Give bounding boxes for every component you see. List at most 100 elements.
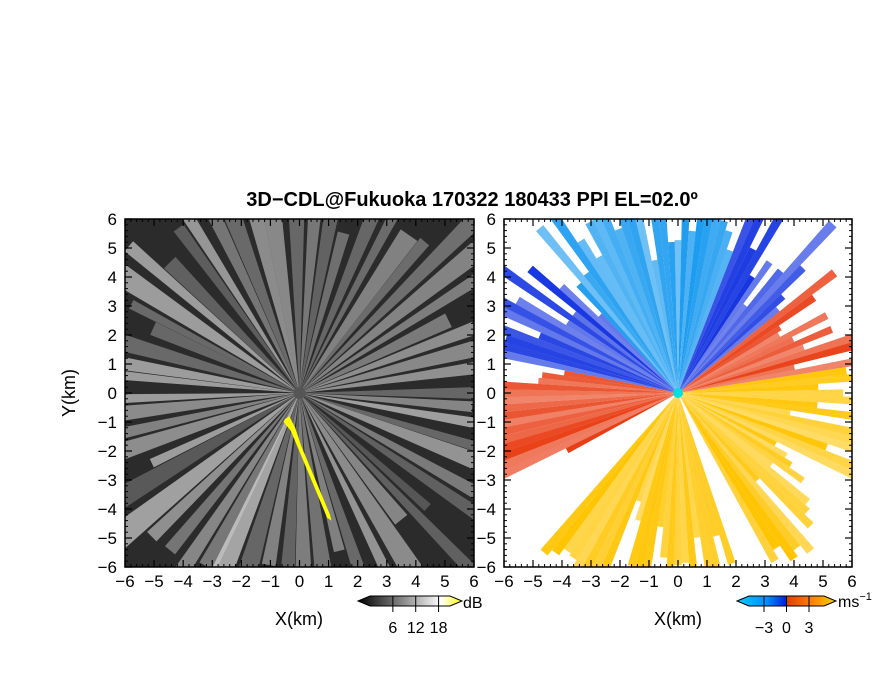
- intensity-beam: [125, 393, 300, 549]
- intensity-beam: [299, 219, 474, 393]
- intensity-beam: [125, 264, 300, 393]
- velocity-beam: [527, 265, 678, 393]
- intensity-beam: [125, 393, 300, 421]
- velocity-beam: [678, 332, 781, 393]
- velocity-ticks: −6 −5 −4 −3 −2 −1 0 1 2 3 4 5 6 −6 −5 −4 −3 −2 −1 0 1 2 3 4 5 6: [477, 210, 857, 591]
- velocity-beam: [565, 393, 678, 454]
- velocity-beam: [559, 283, 678, 393]
- y-tick-label: 0: [108, 384, 117, 403]
- velocity-beam: [659, 393, 678, 558]
- velocity-beam: [678, 336, 795, 393]
- velocity-beam: [678, 230, 696, 393]
- intensity-beam: [299, 240, 474, 393]
- intensity-beam: [125, 393, 300, 508]
- x-tick-label: 6: [469, 572, 478, 591]
- intensity-beam: [164, 393, 300, 555]
- velocity-beam: [651, 259, 678, 393]
- velocity-beam: [678, 274, 755, 393]
- velocity-beam: [678, 393, 760, 482]
- colorbar-tick-label: 0: [782, 620, 791, 637]
- y-tick-label: −5: [98, 529, 117, 548]
- x-tick-label: 1: [324, 572, 333, 591]
- x-tick-label: 2: [731, 572, 740, 591]
- velocity-beam: [678, 393, 801, 551]
- y-tick-label: −3: [477, 471, 496, 490]
- intensity-beam: [299, 393, 390, 567]
- intensity-echo-region: [283, 416, 332, 521]
- intensity-beam: [299, 393, 408, 525]
- velocity-beams: [504, 219, 852, 567]
- velocity-beam: [565, 320, 678, 393]
- velocity-beam: [636, 393, 678, 503]
- intensity-colorbar-bar: [356, 595, 464, 607]
- intensity-x-axis-label: X(km): [275, 609, 323, 629]
- velocity-beam: [504, 307, 678, 393]
- velocity-colorbar-ticks: −3 0 3: [755, 596, 814, 637]
- intensity-beam: [199, 393, 300, 567]
- intensity-strong-echo: [283, 416, 332, 521]
- velocity-beam: [504, 342, 678, 393]
- velocity-beam: [678, 219, 721, 393]
- velocity-beam: [614, 227, 678, 393]
- velocity-beam: [538, 332, 678, 393]
- velocity-beam: [678, 393, 811, 505]
- velocity-beam: [678, 219, 784, 393]
- velocity-beam: [678, 344, 805, 393]
- velocity-beam: [504, 325, 678, 393]
- velocity-beam: [585, 220, 678, 393]
- intensity-beam: [125, 393, 300, 460]
- velocity-beam: [572, 311, 678, 393]
- intensity-beam: [208, 219, 300, 393]
- intensity-beam: [125, 371, 300, 393]
- velocity-beam: [504, 350, 678, 393]
- y-tick-label: −6: [98, 558, 117, 577]
- velocity-beam: [563, 370, 678, 393]
- intensity-beam: [299, 393, 474, 567]
- y-tick-label: −2: [98, 442, 117, 461]
- y-tick-label: 6: [108, 210, 117, 229]
- velocity-beam: [643, 393, 678, 567]
- velocity-colorbar-unit: ms−1: [838, 591, 872, 611]
- intensity-beam: [299, 393, 474, 520]
- velocity-beam: [678, 393, 793, 468]
- intensity-beam: [299, 219, 398, 393]
- velocity-beam: [635, 393, 678, 522]
- y-tick-label: −4: [477, 500, 496, 519]
- velocity-beam: [678, 393, 810, 515]
- velocity-beam: [678, 260, 773, 393]
- x-tick-label: −1: [639, 572, 658, 591]
- velocity-beam: [678, 219, 755, 393]
- x-tick-label: 3: [382, 572, 391, 591]
- intensity-beam: [125, 334, 300, 393]
- y-tick-label: −6: [477, 558, 496, 577]
- velocity-beam: [538, 377, 678, 393]
- y-tick-label: 5: [487, 239, 496, 258]
- velocity-beam: [678, 364, 795, 393]
- intensity-beam: [129, 299, 300, 393]
- x-tick-label: 0: [673, 572, 682, 591]
- intensity-beam: [299, 219, 321, 393]
- intensity-beam: [238, 393, 300, 567]
- intensity-beam: [299, 393, 431, 512]
- velocity-beam: [678, 393, 852, 453]
- velocity-beam: [572, 393, 678, 567]
- velocity-beam: [678, 306, 780, 393]
- velocity-beam: [551, 393, 678, 556]
- intensity-beam: [125, 241, 300, 393]
- x-tick-label: −5: [523, 572, 542, 591]
- intensity-beam: [125, 393, 300, 439]
- y-tick-label: 2: [108, 326, 117, 345]
- y-tick-label: 2: [487, 326, 496, 345]
- velocity-beam: [678, 393, 720, 537]
- velocity-beam: [678, 325, 834, 393]
- intensity-colorbar-unit: dB: [463, 595, 483, 612]
- intensity-colorbar-ticks: 6 12 18: [388, 596, 448, 637]
- velocity-beam: [678, 247, 757, 393]
- y-tick-label: −1: [98, 413, 117, 432]
- velocity-beam: [678, 393, 815, 554]
- x-tick-label: −5: [144, 572, 163, 591]
- colorbar-tick-label: 3: [805, 620, 814, 637]
- intensity-beam: [125, 393, 300, 404]
